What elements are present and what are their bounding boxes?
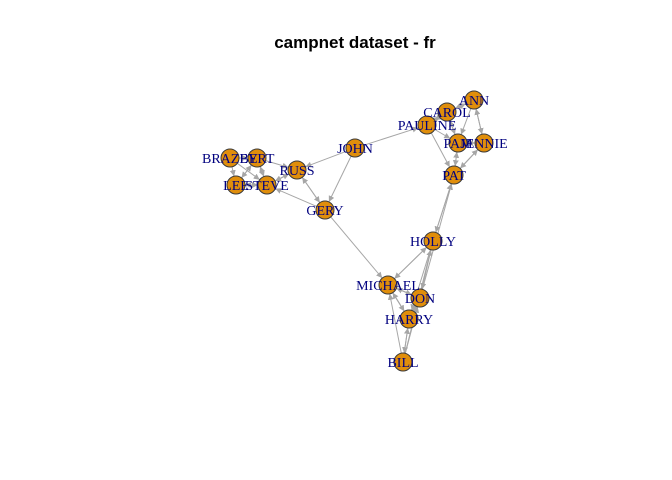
edge-bert-russ (265, 160, 289, 169)
edge-lee-bert (241, 164, 252, 179)
node-pauline (417, 115, 437, 135)
edge-john-pauline (363, 126, 419, 146)
node-label-gery: GERY (306, 204, 343, 219)
node-bill (393, 352, 413, 372)
node-label-don: DON (405, 292, 435, 307)
node-pat (444, 165, 464, 185)
node-john (345, 138, 365, 158)
edge-bill-michael (387, 293, 402, 354)
node-label-jennie: JENNIE (460, 137, 507, 152)
edge-jennie-ann (474, 108, 483, 135)
edge-john-russ (305, 150, 347, 168)
edge-brazey-lee (229, 166, 236, 177)
edge-pauline-pam (434, 129, 451, 139)
edge-russ-steve (274, 173, 290, 182)
node-label-russ: RUSS (279, 164, 314, 179)
edge-john-gery (328, 155, 352, 203)
node-jennie (474, 133, 494, 153)
edge-pam-carol (449, 120, 456, 135)
node-gery (315, 200, 335, 220)
edge-ann-carol (455, 103, 466, 109)
node-label-michael: MICHAEL (356, 279, 420, 294)
node-harry (399, 309, 419, 329)
node-bert (247, 148, 267, 168)
edge-don-michael (396, 287, 412, 296)
node-russ (287, 160, 307, 180)
node-label-bill: BILL (387, 356, 418, 371)
edge-gery-russ (301, 177, 321, 203)
edge-steve-bert (259, 166, 266, 177)
edge-pat-jennie (459, 149, 479, 169)
node-michael (378, 275, 398, 295)
node-holly (423, 231, 443, 251)
node-lee (226, 175, 246, 195)
node-don (410, 288, 430, 308)
node-label-steve: STEVE (245, 179, 289, 194)
node-label-harry: HARRY (385, 313, 433, 328)
node-label-holly: HOLLY (410, 235, 456, 250)
node-steve (257, 175, 277, 195)
node-label-brazey: BRAZEY (202, 152, 258, 167)
edge-michael-holly (394, 246, 427, 280)
node-label-bert: BERT (240, 152, 275, 167)
edge-gery-steve (275, 188, 317, 207)
edge-harry-michael (392, 292, 405, 312)
node-ann (464, 90, 484, 110)
node-layer (220, 90, 494, 372)
node-pam (448, 133, 468, 153)
node-label-carol: CAROL (423, 106, 470, 121)
edge-pat-pam (453, 151, 460, 167)
edge-layer (229, 103, 484, 354)
node-label-pat: PAT (442, 169, 466, 184)
node-label-pauline: PAULINE (398, 119, 457, 134)
node-carol (437, 102, 457, 122)
node-label-lee: LEE (223, 179, 249, 194)
edge-bill-harry (403, 327, 410, 354)
edge-pauline-pat (430, 132, 451, 168)
edge-holly-pat (435, 183, 453, 233)
node-label-ann: ANN (459, 94, 489, 109)
node-label-john: JOHN (337, 142, 373, 157)
edge-gery-michael (330, 216, 383, 279)
edge-carol-pauline (434, 114, 442, 121)
node-label-pam: PAM (443, 137, 473, 152)
node-brazey (220, 148, 240, 168)
edge-ann-pam (460, 108, 472, 135)
chart-title: campnet dataset - fr (274, 33, 436, 52)
